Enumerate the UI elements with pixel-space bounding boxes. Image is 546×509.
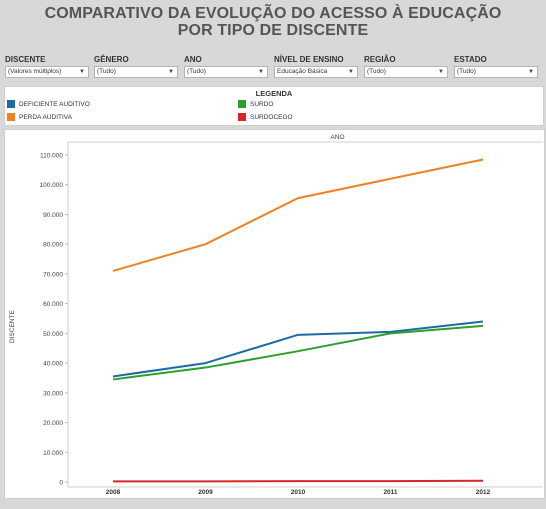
y-tick-label: 60.000	[43, 301, 63, 308]
discente-select[interactable]: (Valores múltiplos) ▼	[5, 66, 89, 78]
title-line-1: COMPARATIVO DA EVOLUÇÃO DO ACESSO À EDUC…	[44, 5, 502, 22]
nivel-ensino-select[interactable]: Educação Básica ▼	[274, 66, 358, 78]
genero-select[interactable]: (Tudo) ▼	[94, 66, 178, 78]
x-tick-label: 2010	[291, 489, 306, 496]
series-line-surdocego	[113, 479, 484, 483]
y-axis-label: DISCENTE	[9, 309, 16, 343]
title-line-2: POR TIPO DE DISCENTE	[177, 22, 369, 39]
y-tick-label: 90.000	[43, 212, 63, 219]
legend-item-surdo[interactable]: SURDO	[238, 100, 273, 109]
filter-value: (Valores múltiplos)	[8, 68, 62, 75]
filter-label: NÍVEL DE ENSINO	[274, 55, 344, 64]
legend-item-surdocego[interactable]: SURDOCEGO	[238, 113, 293, 122]
ano-select[interactable]: (Tudo) ▼	[184, 66, 268, 78]
legend: LEGENDA DEFICIENTE AUDITIVO SURDO PERDA …	[4, 86, 544, 126]
legend-item-deficiente-auditivo[interactable]: DEFICIENTE AUDITIVO	[7, 100, 90, 109]
y-tick-label: 70.000	[43, 271, 63, 278]
legend-swatch	[7, 100, 15, 108]
filter-bar: DISCENTE (Valores múltiplos) ▼ GÊNERO (T…	[0, 54, 546, 84]
y-tick-label: 50.000	[43, 331, 63, 338]
legend-title: LEGENDA	[255, 89, 293, 98]
legend-label: SURDO	[250, 101, 274, 108]
legend-item-perda-auditiva[interactable]: PERDA AUDITIVA	[7, 113, 72, 122]
filter-value: Educação Básica	[277, 68, 328, 75]
series-line-perda-auditiva	[112, 158, 484, 272]
legend-swatch	[7, 113, 15, 121]
x-tick-label: 2011	[383, 489, 397, 496]
estado-select[interactable]: (Tudo) ▼	[454, 66, 538, 78]
chevron-down-icon: ▼	[168, 69, 174, 75]
chevron-down-icon: ▼	[258, 69, 264, 75]
chevron-down-icon: ▼	[79, 69, 85, 75]
chevron-down-icon: ▼	[348, 69, 354, 75]
page-title: COMPARATIVO DA EVOLUÇÃO DO ACESSO À EDUC…	[0, 5, 546, 39]
filter-label: DISCENTE	[5, 55, 46, 64]
filter-value: (Tudo)	[97, 68, 116, 75]
legend-label: SURDOCEGO	[250, 114, 293, 121]
legend-label: DEFICIENTE AUDITIVO	[19, 101, 90, 108]
chart-title: ANO	[330, 134, 344, 141]
filter-label: ESTADO	[454, 55, 487, 64]
series-line-surdo	[112, 324, 484, 381]
y-tick-label: 10.000	[43, 450, 63, 457]
filter-label: GÊNERO	[94, 55, 129, 64]
y-tick-label: 40.000	[43, 361, 63, 368]
y-tick-label: 20.000	[43, 420, 63, 427]
y-tick-label: 0	[59, 480, 63, 487]
legend-swatch	[238, 100, 246, 108]
line-chart: ANO 0 10.000 20.000 30.000 40.000 50.000 60.000…	[4, 129, 545, 499]
regiao-select[interactable]: (Tudo) ▼	[364, 66, 448, 78]
filter-ano: ANO (Tudo) ▼	[184, 54, 268, 78]
filter-label: REGIÃO	[364, 55, 396, 64]
y-tick-label: 80.000	[43, 242, 63, 249]
chevron-down-icon: ▼	[528, 69, 534, 75]
chevron-down-icon: ▼	[438, 69, 444, 75]
legend-swatch	[238, 113, 246, 121]
filter-value: (Tudo)	[367, 68, 386, 75]
y-tick-label: 100.000	[40, 182, 64, 189]
filter-regiao: REGIÃO (Tudo) ▼	[364, 54, 448, 78]
series-line-deficiente-auditivo	[112, 320, 484, 378]
chart-svg: ANO 0 10.000 20.000 30.000 40.000 50.000 60.000…	[9, 134, 543, 496]
filter-value: (Tudo)	[187, 68, 206, 75]
filter-value: (Tudo)	[457, 68, 476, 75]
legend-label: PERDA AUDITIVA	[19, 114, 72, 121]
x-tick-label: 2009	[198, 489, 213, 496]
x-tick-label: 2012	[476, 489, 491, 496]
y-tick-label: 110.000	[40, 153, 63, 160]
filter-genero: GÊNERO (Tudo) ▼	[94, 54, 178, 78]
filter-estado: ESTADO (Tudo) ▼	[454, 54, 538, 78]
filter-label: ANO	[184, 55, 202, 64]
y-tick-label: 30.000	[43, 390, 63, 397]
filter-discente: DISCENTE (Valores múltiplos) ▼	[5, 54, 89, 78]
x-tick-label: 2008	[106, 489, 121, 496]
filter-nivel-ensino: NÍVEL DE ENSINO Educação Básica ▼	[274, 54, 358, 78]
